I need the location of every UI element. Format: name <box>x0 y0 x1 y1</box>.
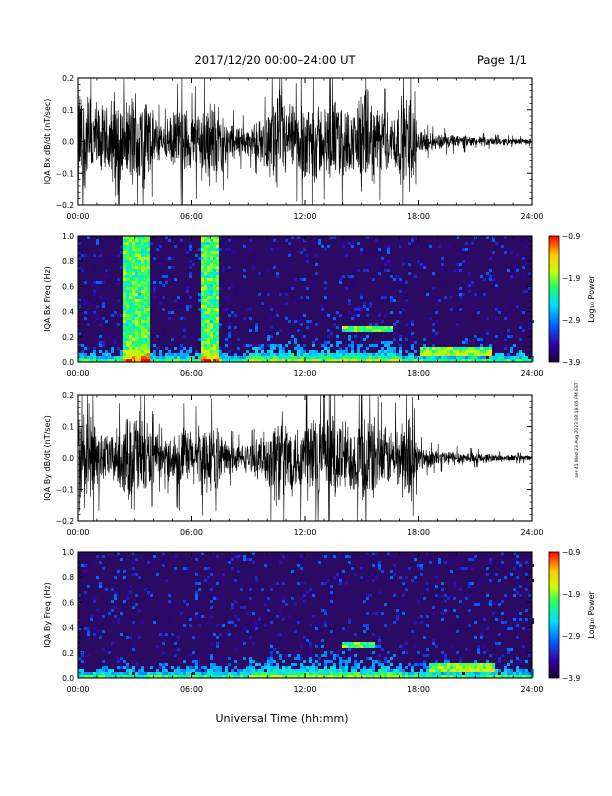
waveform-trace <box>77 77 533 206</box>
y-axis-label: IQA By Freq (Hz) <box>43 582 52 648</box>
side-stamp: ser-41 Wed 23 Aug 2023 08:19:05 PM EST <box>574 382 580 477</box>
y-axis-label: IQA By dB/dt (nT/sec) <box>43 415 52 501</box>
colorbar-tick-label: −2.9 <box>562 632 580 641</box>
y-tick-label: 0.0 <box>62 358 74 367</box>
x-tick-label: 12:00 <box>293 528 316 537</box>
colorbar-tick-label: −0.9 <box>562 232 580 241</box>
x-tick-label: 18:00 <box>407 212 430 221</box>
y-tick-label: 0.1 <box>62 423 74 432</box>
y-tick-label: −0.1 <box>56 486 74 495</box>
x-tick-label: 12:00 <box>293 369 316 378</box>
x-tick-label: 18:00 <box>407 685 430 694</box>
colorbar <box>548 235 560 363</box>
panels: 00:00 06:00 12:00 18:00 24:00 −0.2 −0.1 0.0 0.1 0… <box>43 74 596 694</box>
y-tick-label: 0.2 <box>62 333 74 342</box>
y-tick-label: −0.2 <box>56 201 74 210</box>
x-tick-label: 00:00 <box>66 528 89 537</box>
bx-spectrogram-panel: −0.9 −1.9 −2.9 −3.9 Log₁₀ Power 00:00 06:00 12:… <box>43 232 596 378</box>
waveform-trace <box>77 394 533 522</box>
y-tick-label: 0.2 <box>62 391 74 400</box>
x-tick-label: 06:00 <box>180 212 203 221</box>
y-tick-label: 0.0 <box>62 138 74 147</box>
x-tick-label: 24:00 <box>520 369 543 378</box>
x-tick-label: 12:00 <box>293 685 316 694</box>
y-tick-label: 0.4 <box>62 624 74 633</box>
x-tick-label: 06:00 <box>180 528 203 537</box>
colorbar-tick-label: −1.9 <box>562 274 580 283</box>
colorbar-tick-label: −1.9 <box>562 590 580 599</box>
y-tick-label: 1.0 <box>62 548 74 557</box>
colorbar-tick-label: −2.9 <box>562 316 580 325</box>
page-title: 2017/12/20 00:00–24:00 UT <box>194 53 356 67</box>
y-tick-label: 0.2 <box>62 649 74 658</box>
y-tick-label: 0.2 <box>62 74 74 83</box>
colorbar <box>548 551 560 679</box>
by-spectrogram-panel: −0.9 −1.9 −2.9 −3.9 Log₁₀ Power 00:00 06:00 12:… <box>43 548 596 694</box>
x-tick-label: 06:00 <box>180 369 203 378</box>
x-tick-label: 06:00 <box>180 685 203 694</box>
x-tick-label: 00:00 <box>66 685 89 694</box>
y-tick-label: 0.4 <box>62 308 74 317</box>
y-tick-label: 0.6 <box>62 598 74 607</box>
y-tick-label: 0.8 <box>62 257 74 266</box>
y-axis-label: IQA Bx Freq (Hz) <box>43 266 52 332</box>
x-tick-label: 24:00 <box>520 212 543 221</box>
y-tick-label: 0.0 <box>62 454 74 463</box>
x-tick-label: 18:00 <box>407 369 430 378</box>
colorbar-tick-label: −3.9 <box>562 674 580 683</box>
spectrogram-cells <box>78 236 534 362</box>
x-tick-label: 12:00 <box>293 212 316 221</box>
x-tick-label: 18:00 <box>407 528 430 537</box>
colorbar-tick-label: −0.9 <box>562 548 580 557</box>
x-tick-label: 24:00 <box>520 528 543 537</box>
y-tick-label: 0.1 <box>62 106 74 115</box>
by-waveform-panel: 00:00 06:00 12:00 18:00 24:00 −0.2 −0.1 0.0 0.1 0… <box>43 391 544 537</box>
page-number: Page 1/1 <box>477 53 527 67</box>
spectrogram-cells <box>78 552 534 678</box>
y-tick-label: −0.2 <box>56 517 74 526</box>
colorbar-label: Log₁₀ Power <box>587 275 596 323</box>
colorbar-label: Log₁₀ Power <box>587 591 596 639</box>
y-tick-label: 0.6 <box>62 282 74 291</box>
x-tick-label: 24:00 <box>520 685 543 694</box>
y-tick-label: 0.8 <box>62 573 74 582</box>
y-tick-label: 1.0 <box>62 232 74 241</box>
x-tick-label: 00:00 <box>66 212 89 221</box>
spectrogram-background <box>78 552 532 678</box>
x-tick-label: 00:00 <box>66 369 89 378</box>
y-tick-label: −0.1 <box>56 169 74 178</box>
x-axis-label: Universal Time (hh:mm) <box>216 712 349 725</box>
y-tick-label: 0.0 <box>62 674 74 683</box>
colorbar-tick-label: −3.9 <box>562 358 580 367</box>
y-axis-label: IQA Bx dB/dt (nT/sec) <box>43 99 52 185</box>
bx-waveform-panel: 00:00 06:00 12:00 18:00 24:00 −0.2 −0.1 0.0 0.1 0… <box>43 74 544 221</box>
